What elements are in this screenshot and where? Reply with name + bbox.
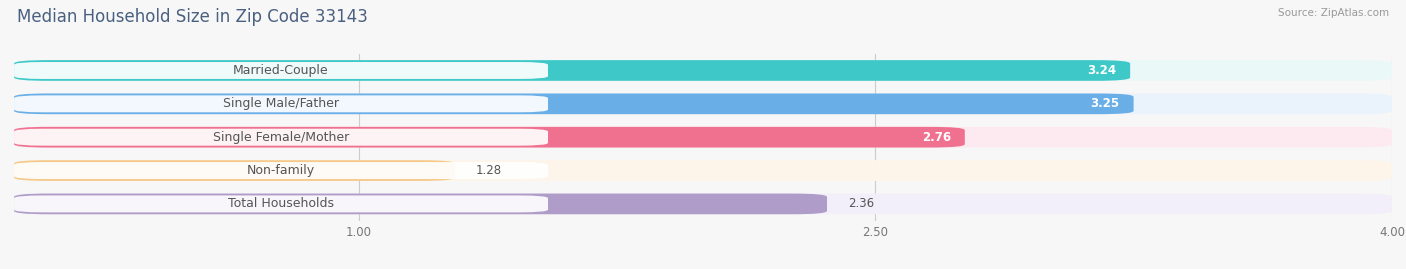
FancyBboxPatch shape	[14, 127, 1392, 147]
FancyBboxPatch shape	[14, 162, 548, 179]
FancyBboxPatch shape	[14, 94, 1392, 114]
FancyBboxPatch shape	[14, 94, 1133, 114]
Text: 2.36: 2.36	[848, 197, 873, 210]
FancyBboxPatch shape	[14, 95, 548, 112]
Text: 3.25: 3.25	[1091, 97, 1119, 110]
Text: Non-family: Non-family	[247, 164, 315, 177]
FancyBboxPatch shape	[14, 129, 548, 146]
Text: Source: ZipAtlas.com: Source: ZipAtlas.com	[1278, 8, 1389, 18]
Text: Total Households: Total Households	[228, 197, 335, 210]
Text: 1.28: 1.28	[475, 164, 502, 177]
FancyBboxPatch shape	[14, 194, 1392, 214]
Text: 2.76: 2.76	[922, 131, 950, 144]
FancyBboxPatch shape	[14, 127, 965, 147]
FancyBboxPatch shape	[14, 62, 548, 79]
FancyBboxPatch shape	[14, 60, 1130, 81]
FancyBboxPatch shape	[14, 60, 1392, 81]
FancyBboxPatch shape	[14, 160, 1392, 181]
FancyBboxPatch shape	[14, 160, 456, 181]
Text: Median Household Size in Zip Code 33143: Median Household Size in Zip Code 33143	[17, 8, 368, 26]
Text: Married-Couple: Married-Couple	[233, 64, 329, 77]
FancyBboxPatch shape	[14, 194, 827, 214]
Text: Single Female/Mother: Single Female/Mother	[212, 131, 349, 144]
Text: 3.24: 3.24	[1087, 64, 1116, 77]
FancyBboxPatch shape	[14, 195, 548, 213]
Text: Single Male/Father: Single Male/Father	[224, 97, 339, 110]
